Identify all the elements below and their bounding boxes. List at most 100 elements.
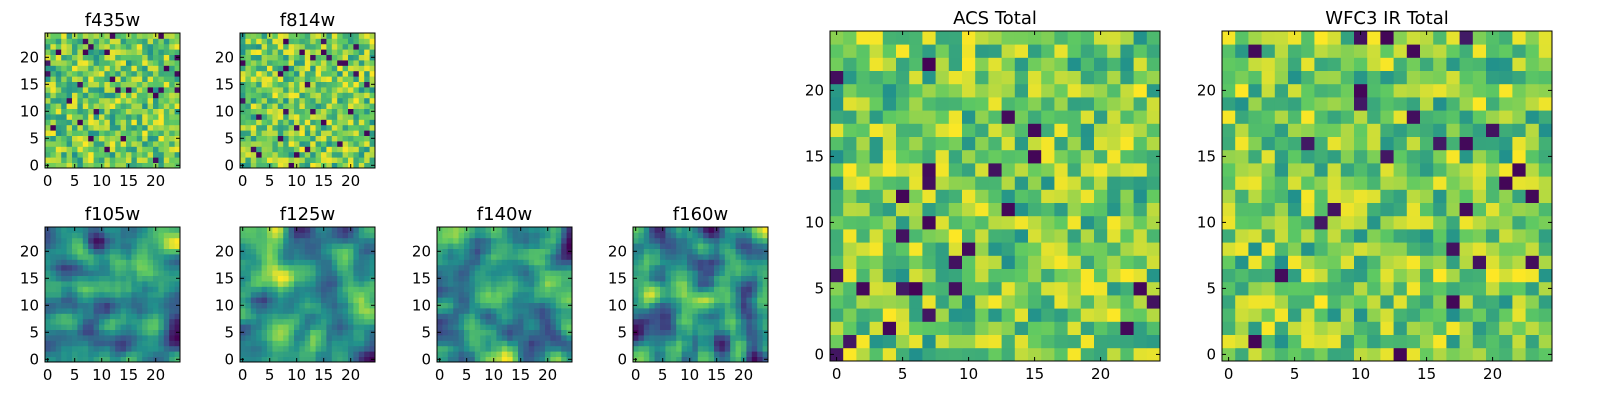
heatmap-cell xyxy=(1147,110,1161,124)
heatmap-cell xyxy=(88,319,94,325)
heatmap-cell xyxy=(644,324,650,330)
heatmap-cell xyxy=(131,49,137,55)
heatmap-cell xyxy=(513,276,519,282)
heatmap-cell xyxy=(1015,176,1029,190)
heatmap-cell xyxy=(67,76,73,82)
heatmap-cell xyxy=(1380,269,1394,283)
heatmap-cell xyxy=(131,259,137,265)
heatmap-cell xyxy=(94,265,100,271)
heatmap-cell xyxy=(245,82,251,88)
heatmap-cell xyxy=(870,44,884,58)
heatmap-cell xyxy=(56,92,62,98)
heatmap-cell xyxy=(77,130,83,136)
heatmap-cell xyxy=(289,152,295,158)
heatmap-cell xyxy=(137,76,143,82)
heatmap-cell xyxy=(121,130,127,136)
heatmap-cell xyxy=(245,92,251,98)
heatmap-cell xyxy=(507,281,513,287)
heatmap-cell xyxy=(289,259,295,265)
heatmap-cell xyxy=(496,238,502,244)
y-tick-label: 20 xyxy=(412,243,431,261)
heatmap-cell xyxy=(507,324,513,330)
heatmap-cell xyxy=(1460,216,1474,230)
heatmap-cell xyxy=(169,125,175,131)
heatmap-cell xyxy=(1028,282,1042,296)
heatmap-cell xyxy=(475,281,481,287)
heatmap-cell xyxy=(305,76,311,82)
heatmap-cell xyxy=(676,297,682,303)
heatmap-cell xyxy=(922,255,936,269)
heatmap-cell xyxy=(245,292,251,298)
heatmap-cell xyxy=(1235,163,1249,177)
heatmap-cell xyxy=(104,141,110,147)
heatmap-cell xyxy=(1380,255,1394,269)
heatmap-cell xyxy=(148,308,154,314)
heatmap-cell xyxy=(67,303,73,309)
heatmap-cell xyxy=(453,281,459,287)
heatmap-cell xyxy=(540,259,546,265)
heatmap-cell xyxy=(896,176,910,190)
heatmap-cell xyxy=(730,238,736,244)
heatmap-cell xyxy=(110,249,116,255)
heatmap-cell xyxy=(518,351,524,357)
heatmap-cell xyxy=(142,60,148,66)
heatmap-cell xyxy=(126,303,132,309)
heatmap-cell xyxy=(1068,137,1082,151)
heatmap-cell xyxy=(496,249,502,255)
heatmap-cell xyxy=(262,330,268,336)
heatmap-cell xyxy=(703,308,709,314)
heatmap-cell xyxy=(556,346,562,352)
heatmap-cell xyxy=(56,238,62,244)
heatmap-cell xyxy=(137,335,143,341)
y-tick-label: 5 xyxy=(29,130,39,148)
heatmap-cell xyxy=(730,259,736,265)
heatmap-cell xyxy=(332,114,338,120)
heatmap-cell xyxy=(158,38,164,44)
heatmap-cell xyxy=(949,163,963,177)
heatmap-cell xyxy=(1314,348,1328,362)
heatmap-cell xyxy=(1380,321,1394,335)
heatmap-cell xyxy=(529,313,535,319)
heatmap-cell xyxy=(104,71,110,77)
heatmap-cell xyxy=(698,351,704,357)
heatmap-cell xyxy=(1288,321,1302,335)
heatmap-cell xyxy=(94,125,100,131)
heatmap-cell xyxy=(883,163,897,177)
heatmap-cell xyxy=(289,76,295,82)
heatmap-cell xyxy=(359,286,365,292)
heatmap-cell xyxy=(67,109,73,115)
heatmap-cell xyxy=(310,286,316,292)
heatmap-cell xyxy=(272,319,278,325)
heatmap-cell xyxy=(256,71,262,77)
heatmap-cell xyxy=(148,303,154,309)
heatmap-cell xyxy=(1248,242,1262,256)
heatmap-cell xyxy=(94,82,100,88)
heatmap-cell xyxy=(1134,163,1148,177)
heatmap-cell xyxy=(169,324,175,330)
heatmap-cell xyxy=(283,71,289,77)
heatmap-cell xyxy=(99,146,105,152)
heatmap-cell xyxy=(364,330,370,336)
heatmap-cell xyxy=(267,60,273,66)
heatmap-cell xyxy=(513,265,519,271)
heatmap-cell xyxy=(299,60,305,66)
heatmap-cell xyxy=(267,351,273,357)
heatmap-cell xyxy=(316,65,322,71)
heatmap-cell xyxy=(442,227,448,233)
heatmap-cell xyxy=(534,276,540,282)
heatmap-cell xyxy=(137,98,143,104)
heatmap-cell xyxy=(1147,176,1161,190)
heatmap-cell xyxy=(256,92,262,98)
heatmap-cell xyxy=(294,249,300,255)
heatmap-cell xyxy=(856,84,870,98)
heatmap-cell xyxy=(671,335,677,341)
heatmap-cell xyxy=(88,335,94,341)
heatmap-cell xyxy=(164,313,170,319)
heatmap-cell xyxy=(682,308,688,314)
heatmap-cell xyxy=(698,346,704,352)
heatmap-cell xyxy=(289,82,295,88)
heatmap-cell xyxy=(1068,335,1082,349)
heatmap-cell xyxy=(687,286,693,292)
heatmap-cell xyxy=(348,130,354,136)
heatmap-cell xyxy=(158,335,164,341)
